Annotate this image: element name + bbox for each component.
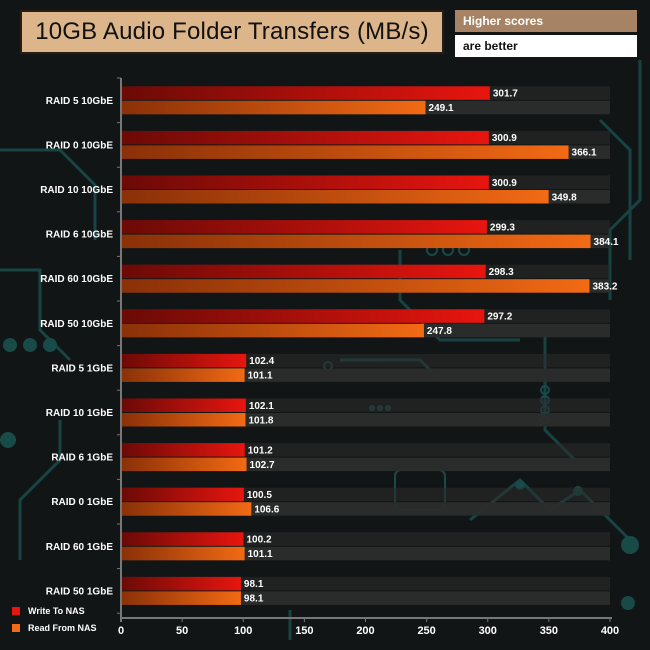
- write-value-label: 300.9: [492, 178, 517, 189]
- category-label: RAID 10 10GbE: [40, 185, 113, 196]
- read-value-label: 101.8: [248, 415, 273, 426]
- write-bar: [121, 175, 489, 189]
- chart-title: 10GB Audio Folder Transfers (MB/s): [35, 18, 429, 45]
- write-bar: [121, 86, 490, 100]
- read-legend-swatch: [12, 624, 20, 632]
- read-value-label: 349.8: [552, 192, 577, 203]
- category-label: RAID 5 1GbE: [51, 363, 113, 374]
- are-better-note: are better: [455, 35, 637, 57]
- x-tick-label: 300: [479, 625, 497, 637]
- category-label: RAID 5 10GbE: [46, 96, 114, 107]
- read-bar: [121, 190, 549, 204]
- read-value-label: 98.1: [244, 594, 264, 605]
- read-bar: [121, 368, 245, 382]
- write-value-label: 300.9: [492, 133, 517, 144]
- read-bar: [121, 234, 591, 249]
- write-bar: [121, 443, 245, 457]
- write-bar: [121, 398, 246, 412]
- write-value-label: 299.3: [490, 222, 515, 233]
- read-value-label: 249.1: [429, 103, 454, 114]
- read-bar: [121, 279, 590, 293]
- x-tick-label: 350: [540, 625, 558, 637]
- read-bar: [121, 502, 252, 516]
- category-label: RAID 6 1GbE: [51, 453, 113, 464]
- read-value-label: 101.1: [248, 371, 273, 382]
- row-stripe: [121, 576, 610, 591]
- read-value-label: 247.8: [427, 326, 452, 337]
- axes: [117, 77, 612, 622]
- read-value-label: 101.1: [248, 549, 273, 560]
- write-value-label: 98.1: [244, 579, 264, 590]
- x-tick-label: 400: [601, 625, 619, 637]
- x-tick-label: 200: [356, 625, 374, 637]
- labels-group: RAID 5 10GbE 301.7 249.1 RAID 0 10GbE 300.9 3…: [40, 89, 619, 637]
- read-bar: [121, 100, 426, 115]
- read-bar: [121, 145, 569, 159]
- category-label: RAID 60 10GbE: [40, 274, 113, 285]
- write-value-label: 301.7: [493, 89, 518, 100]
- write-bar: [121, 487, 244, 502]
- read-legend-label: Read From NAS: [28, 623, 97, 633]
- row-stripe: [121, 591, 610, 605]
- read-value-label: 384.1: [594, 237, 619, 248]
- read-bar: [121, 413, 246, 427]
- read-bar: [121, 546, 245, 561]
- x-tick-label: 50: [176, 625, 188, 637]
- write-bar: [121, 576, 241, 591]
- read-value-label: 366.1: [572, 148, 597, 159]
- category-label: RAID 10 1GbE: [46, 408, 114, 419]
- write-legend-label: Write To NAS: [28, 606, 85, 616]
- write-value-label: 102.4: [249, 356, 274, 367]
- write-value-label: 102.1: [249, 401, 274, 412]
- read-value-label: 383.2: [592, 281, 617, 292]
- write-value-label: 297.2: [487, 312, 512, 323]
- category-label: RAID 6 10GbE: [46, 230, 114, 241]
- read-bar: [121, 591, 241, 605]
- category-label: RAID 60 1GbE: [46, 542, 114, 553]
- write-legend-swatch: [12, 607, 20, 615]
- write-bar: [121, 309, 485, 323]
- x-tick-label: 250: [417, 625, 435, 637]
- category-label: RAID 0 1GbE: [51, 497, 113, 508]
- write-value-label: 100.5: [247, 490, 272, 501]
- category-label: RAID 50 1GbE: [46, 586, 114, 597]
- write-bar: [121, 264, 486, 279]
- write-value-label: 298.3: [489, 267, 514, 278]
- write-bar: [121, 130, 489, 145]
- x-tick-label: 100: [234, 625, 252, 637]
- read-bar: [121, 457, 247, 472]
- category-label: RAID 50 10GbE: [40, 319, 113, 330]
- read-bar: [121, 323, 424, 338]
- chart-title-box: 10GB Audio Folder Transfers (MB/s): [20, 10, 444, 54]
- row-stripes: [121, 86, 610, 605]
- write-value-label: 101.2: [248, 445, 273, 456]
- write-bar: [121, 353, 247, 368]
- read-value-label: 102.7: [250, 460, 275, 471]
- category-label: RAID 0 10GbE: [46, 140, 114, 151]
- read-value-label: 106.6: [254, 504, 279, 515]
- x-tick-label: 150: [295, 625, 313, 637]
- bar-group: [121, 86, 591, 605]
- write-bar: [121, 532, 244, 546]
- write-value-label: 100.2: [246, 535, 271, 546]
- higher-scores-note: Higher scores: [455, 10, 637, 32]
- legend: Write To NAS Read From NAS: [12, 606, 97, 633]
- write-bar: [121, 220, 487, 234]
- x-tick-label: 0: [118, 625, 124, 637]
